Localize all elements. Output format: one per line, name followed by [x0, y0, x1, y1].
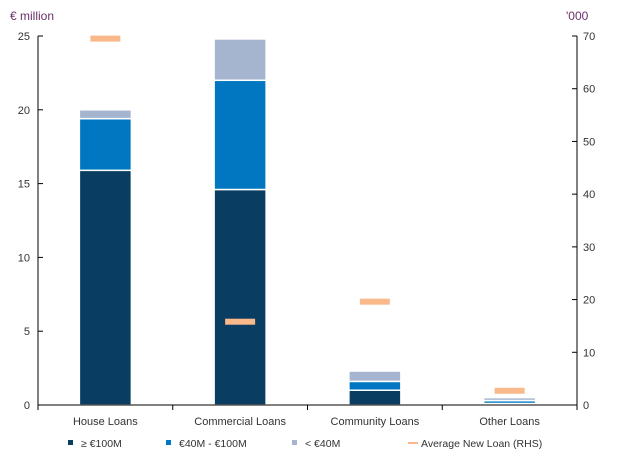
left-tick-label: 0	[24, 400, 30, 412]
axes-layer: 0 5 10 15 20 25 0 10 20 30 40 50 60 70 House Loans Comm…	[18, 31, 596, 428]
bar-segment	[78, 169, 133, 406]
bar-segment	[213, 79, 267, 191]
legend-swatch	[292, 440, 297, 445]
bar-segment	[213, 38, 267, 82]
legend-label: €40M - €100M	[179, 438, 247, 450]
category-label: House Loans	[73, 416, 138, 428]
legend-label: Average New Loan (RHS)	[421, 438, 542, 450]
average-loan-marker	[225, 318, 256, 325]
right-tick-label: 60	[583, 84, 595, 96]
left-tick-label: 5	[24, 326, 30, 338]
bar-layer	[78, 38, 537, 406]
bar-segment	[348, 389, 402, 406]
legend: ≥ €100M €40M - €100M < €40M Average New Loa…	[68, 438, 542, 450]
left-axis-unit-label: € million	[10, 9, 54, 23]
right-tick-label: 0	[583, 400, 589, 412]
bar-segment	[348, 380, 402, 391]
right-tick-label: 40	[583, 189, 595, 201]
left-tick-label: 10	[18, 252, 30, 264]
average-loan-marker	[359, 298, 390, 305]
bar-segment	[78, 117, 133, 172]
category-label: Community Loans	[331, 416, 420, 428]
legend-label: < €40M	[305, 438, 340, 450]
legend-swatch	[166, 440, 171, 445]
legend-swatch	[408, 442, 418, 444]
category-label: Other Loans	[479, 416, 540, 428]
legend-label: ≥ €100M	[81, 438, 122, 450]
average-loan-marker	[90, 35, 121, 42]
left-tick-label: 15	[18, 179, 30, 191]
right-tick-label: 50	[583, 136, 595, 148]
bar-segment	[213, 188, 267, 406]
right-tick-label: 30	[583, 242, 595, 254]
legend-swatch	[68, 440, 73, 445]
bar-segment	[482, 396, 537, 402]
right-tick-label: 70	[583, 31, 595, 43]
bar-segment	[348, 370, 402, 383]
marker-layer	[90, 35, 525, 394]
average-loan-marker	[494, 387, 525, 394]
right-tick-label: 10	[583, 347, 595, 359]
right-tick-label: 20	[583, 295, 595, 307]
left-tick-label: 25	[18, 31, 30, 43]
category-label: Commercial Loans	[194, 416, 286, 428]
bar-segment	[78, 109, 133, 120]
right-axis-unit-label: '000	[566, 9, 589, 23]
left-tick-label: 20	[18, 105, 30, 117]
